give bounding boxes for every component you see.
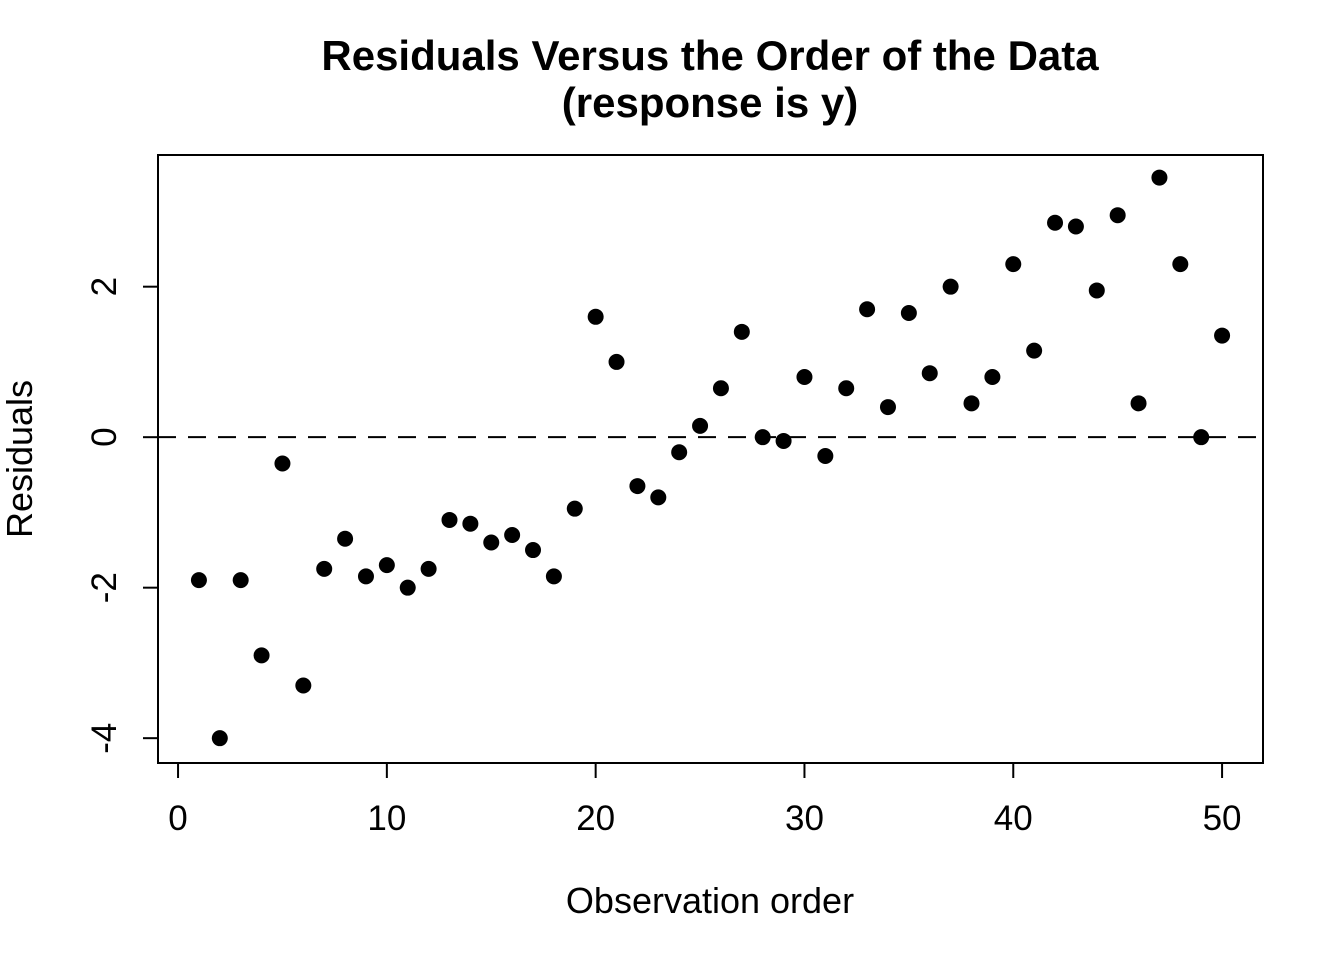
data-point: [525, 542, 542, 559]
data-point: [190, 572, 207, 589]
data-point: [399, 579, 416, 596]
data-point: [1109, 207, 1126, 224]
data-point: [1005, 256, 1022, 273]
data-point: [1047, 214, 1064, 231]
data-point: [274, 455, 291, 472]
data-point: [316, 560, 333, 577]
data-point: [671, 444, 688, 461]
data-point: [1214, 327, 1231, 344]
x-tick-label: 50: [1203, 799, 1242, 838]
data-point: [921, 365, 938, 382]
x-tick-label: 0: [168, 799, 187, 838]
data-point: [1193, 429, 1210, 446]
data-point: [796, 368, 813, 385]
x-tick-label: 30: [785, 799, 824, 838]
y-tick-label: -2: [85, 572, 124, 603]
data-point: [462, 515, 479, 532]
data-point: [1172, 256, 1189, 273]
data-point: [1026, 342, 1043, 359]
data-point: [587, 308, 604, 325]
y-axis-label: Residuals: [0, 380, 40, 538]
data-point: [232, 572, 249, 589]
data-point: [838, 380, 855, 397]
data-point: [1151, 169, 1168, 186]
x-tick-label: 20: [576, 799, 615, 838]
data-point: [900, 305, 917, 322]
data-points: [190, 169, 1231, 747]
data-point: [879, 399, 896, 416]
x-axis-ticks: 0 10 20 30 40 50: [168, 763, 1242, 838]
y-tick-label: -4: [85, 723, 124, 754]
data-point: [817, 447, 834, 464]
data-point: [859, 301, 876, 318]
data-point: [650, 489, 667, 506]
data-point: [1130, 395, 1147, 412]
y-axis-ticks: -4 -2 0 2: [85, 277, 158, 754]
x-tick-label: 10: [367, 799, 406, 838]
data-point: [1088, 282, 1105, 299]
chart-subtitle: (response is y): [562, 79, 858, 126]
data-point: [357, 568, 374, 585]
data-point: [441, 511, 458, 528]
data-point: [483, 534, 500, 551]
data-point: [420, 560, 437, 577]
data-point: [629, 478, 646, 495]
data-point: [942, 278, 959, 295]
data-point: [733, 323, 750, 340]
data-point: [211, 730, 228, 747]
x-axis-label: Observation order: [566, 880, 854, 921]
data-point: [754, 429, 771, 446]
data-point: [504, 527, 521, 543]
data-point: [692, 417, 709, 434]
x-tick-label: 40: [994, 799, 1033, 838]
data-point: [545, 568, 562, 585]
data-point: [775, 432, 792, 449]
data-point: [1067, 218, 1084, 235]
y-tick-label: 2: [85, 277, 124, 296]
chart-title: Residuals Versus the Order of the Data: [321, 32, 1099, 79]
y-tick-label: 0: [85, 427, 124, 446]
data-point: [608, 353, 625, 370]
data-point: [963, 395, 980, 412]
plot-area: [157, 154, 1264, 764]
data-point: [253, 647, 270, 664]
data-point: [566, 500, 583, 517]
data-point: [378, 557, 395, 574]
data-point: [712, 380, 729, 397]
data-point: [295, 677, 312, 694]
data-point: [337, 530, 354, 547]
data-point: [984, 368, 1001, 385]
